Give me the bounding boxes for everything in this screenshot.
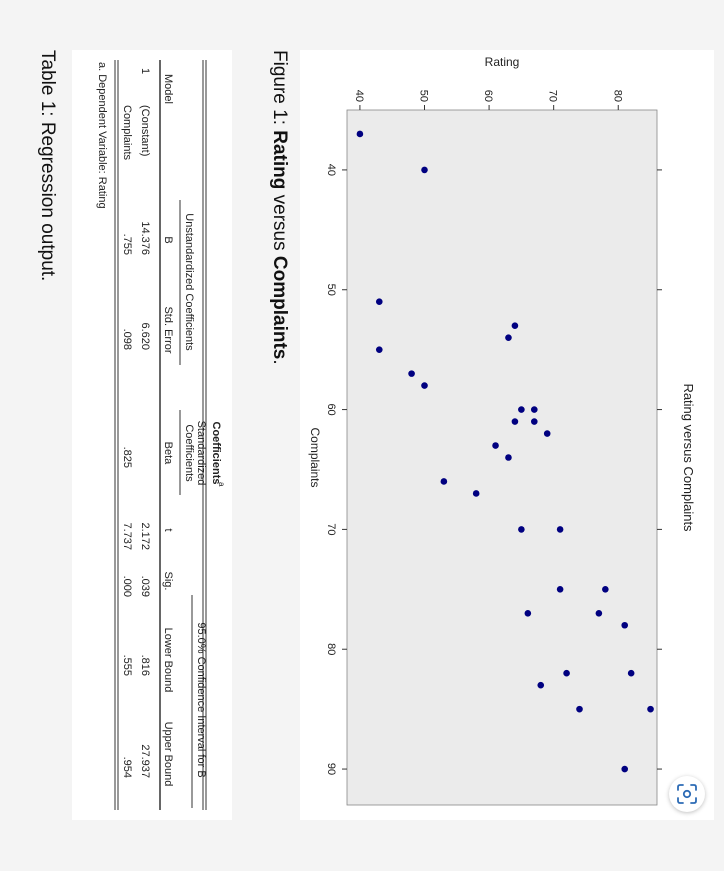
x-tick-label: 70: [325, 523, 337, 535]
data-point: [627, 669, 635, 677]
row-complaints-upper: .954: [121, 757, 133, 778]
data-point: [472, 490, 480, 497]
chart-title: Rating versus Complaints: [681, 383, 696, 532]
y-axis-label: Rating: [485, 55, 520, 69]
y-tick-label: 70: [547, 90, 559, 102]
scan-icon: [677, 784, 697, 804]
x-tick-label: 40: [325, 164, 337, 176]
x-tick-label: 50: [325, 284, 337, 296]
data-point: [492, 442, 499, 449]
y-tick-label: 50: [418, 90, 430, 102]
header-standardized-line1: Standardized: [195, 421, 207, 486]
data-point: [511, 322, 519, 329]
table-svg: Coefficients a Unstandardized Coefficien…: [96, 60, 226, 810]
coefficients-table: Coefficients a Unstandardized Coefficien…: [72, 50, 232, 820]
figure-caption-prefix: Figure 1:: [269, 50, 290, 125]
row-complaints-beta: .825: [121, 447, 133, 468]
subheader-std-error: Std. Error: [162, 306, 174, 353]
chart-svg: Rating versus Complaints 40 50 60 70 80 90 40 50…: [308, 55, 696, 806]
table-title: Coefficients: [210, 422, 222, 485]
data-point: [647, 705, 654, 713]
data-point: [530, 418, 538, 425]
subheader-t: t: [162, 528, 174, 531]
x-tick-label: 80: [325, 643, 337, 655]
data-point: [556, 586, 564, 593]
data-point: [518, 526, 525, 533]
subheader-beta: Beta: [162, 442, 174, 466]
x-axis-label: Complaints: [308, 427, 322, 487]
y-tick-label: 60: [482, 90, 494, 102]
x-tick-label: 90: [325, 763, 337, 775]
plot-background: [346, 109, 658, 806]
data-point: [556, 526, 564, 533]
data-point: [524, 609, 532, 617]
subheader-upper-bound: Upper Bound: [162, 722, 174, 787]
row-constant-b: 14.376: [139, 221, 151, 255]
row-complaints-t: 7.737: [121, 522, 133, 550]
data-point: [375, 298, 383, 306]
subheader-lower-bound: Lower Bound: [162, 628, 174, 693]
data-point: [421, 382, 428, 389]
scatter-chart: Rating versus Complaints 40 50 60 70 80 90 40 50…: [300, 50, 714, 820]
model-number: 1: [139, 68, 151, 74]
data-point: [421, 166, 428, 174]
row-complaints-se: .098: [121, 329, 133, 350]
data-point: [543, 430, 551, 437]
header-confidence-interval: 95.0% Confidence Interval for B: [195, 622, 207, 777]
scan-button[interactable]: [669, 776, 705, 812]
data-point: [602, 586, 609, 593]
header-model: Model: [162, 74, 174, 104]
figure-caption: Figure 1: Rating versus Complaints.: [268, 50, 290, 365]
row-constant-upper: 27.937: [139, 744, 151, 778]
subheader-b: B: [162, 236, 174, 243]
figure-caption-complaints: Complaints: [269, 255, 290, 360]
row-complaints-sig: .000: [121, 576, 133, 597]
row-complaints-label: Complaints: [121, 105, 133, 161]
header-unstandardized: Unstandardized Coefficients: [183, 213, 195, 351]
row-constant-label: (Constant): [139, 105, 151, 156]
data-point: [576, 705, 583, 713]
table-footnote: a. Dependent Variable: Rating: [96, 62, 108, 209]
data-point: [518, 406, 525, 413]
table-title-superscript: a: [217, 482, 226, 487]
data-point: [621, 765, 629, 773]
row-complaints-b: .755: [121, 234, 133, 255]
data-point: [511, 418, 519, 425]
header-standardized-line2: Coefficients: [183, 424, 195, 482]
data-point: [440, 478, 448, 485]
data-point: [595, 609, 603, 617]
data-point: [356, 130, 364, 138]
data-point: [505, 334, 512, 341]
data-point: [621, 621, 629, 629]
figure-caption-rating: Rating: [269, 130, 290, 190]
table-caption: Table 1: Regression output.: [37, 50, 58, 282]
x-tick-label: 60: [325, 403, 337, 415]
y-tick-label: 80: [611, 90, 623, 102]
figure-caption-versus: versus: [269, 194, 290, 251]
subheader-sig: Sig.: [162, 572, 174, 591]
data-point: [563, 669, 570, 677]
row-constant-sig: .039: [139, 576, 151, 597]
row-constant-se: 6.620: [139, 322, 151, 350]
row-complaints-lower: .555: [121, 655, 133, 676]
row-constant-t: 2.172: [139, 522, 151, 550]
data-point: [375, 346, 383, 353]
y-tick-label: 40: [353, 90, 365, 102]
figure-caption-period: .: [269, 359, 290, 365]
data-point: [505, 454, 512, 461]
data-point: [530, 406, 538, 413]
data-point: [408, 370, 415, 377]
row-constant-lower: .816: [139, 655, 151, 676]
data-point: [537, 681, 545, 689]
